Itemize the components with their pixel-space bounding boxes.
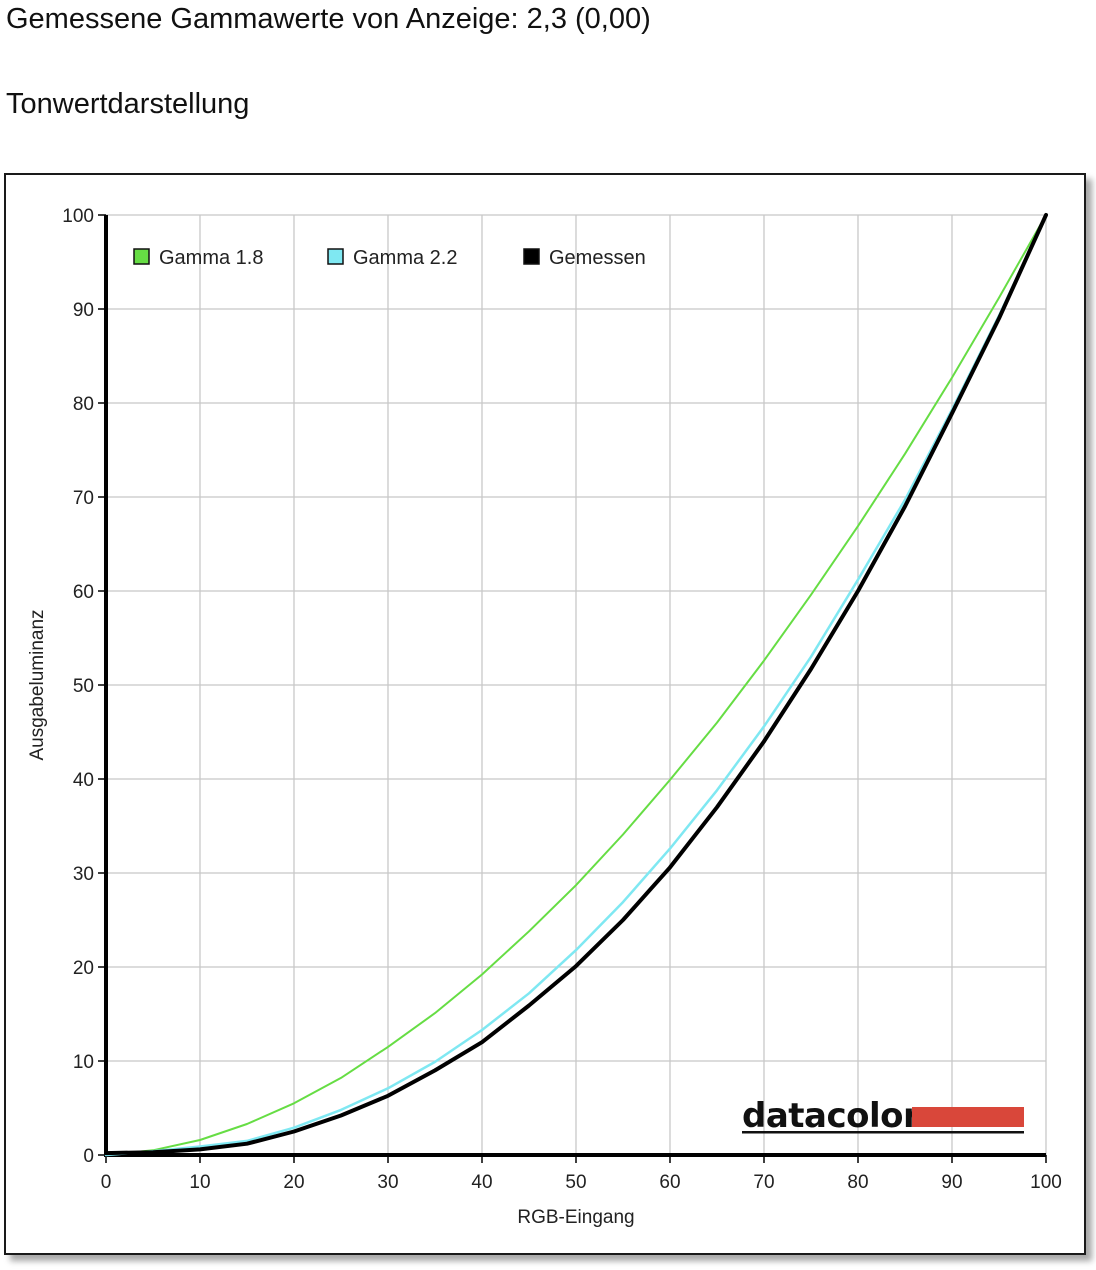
x-tick-label: 60	[659, 1172, 680, 1193]
legend-swatch-gamma-2-2	[327, 248, 344, 265]
grid-lines	[105, 214, 1047, 1156]
x-tick-label: 10	[189, 1172, 210, 1193]
tonal-response-chart: 0 10 20 30 40 50 60 70 80 90 100 0 10 20 30 40 50 60 70 80…	[27, 206, 1062, 1228]
logo-underline	[742, 1131, 1024, 1134]
axes	[98, 214, 1047, 1163]
x-tick-label: 90	[941, 1172, 962, 1193]
legend-label-gamma-2-2: Gamma 2.2	[353, 247, 457, 269]
y-tick-labels: 0 10 20 30 40 50 60 70 80 90 100	[62, 206, 94, 1167]
legend-label-gemessen: Gemessen	[549, 247, 646, 269]
series-line-gamma-2-2	[104, 213, 1048, 1157]
x-tick-labels: 0 10 20 30 40 50 60 70 80 90 100	[101, 1172, 1062, 1193]
x-tick-label: 20	[283, 1172, 304, 1193]
x-tick-label: 40	[471, 1172, 492, 1193]
y-tick-label: 40	[73, 770, 94, 791]
legend-label-gamma-1-8: Gamma 1.8	[159, 247, 263, 269]
x-tick-label: 70	[753, 1172, 774, 1193]
y-tick-label: 10	[73, 1052, 94, 1073]
x-tick-label: 0	[101, 1172, 112, 1193]
section-heading: Tonwertdarstellung	[6, 88, 250, 120]
x-tick-label: 80	[847, 1172, 868, 1193]
chart-panel: 0 10 20 30 40 50 60 70 80 90 100 0 10 20 30 40 50 60 70 80…	[4, 173, 1086, 1255]
x-tick-label: 50	[565, 1172, 586, 1193]
y-tick-label: 90	[73, 300, 94, 321]
y-tick-label: 70	[73, 488, 94, 509]
logo-accent-bar	[912, 1107, 1024, 1127]
legend-swatch-gamma-1-8	[133, 248, 150, 265]
series-lines	[104, 213, 1048, 1157]
y-tick-label: 0	[83, 1146, 94, 1167]
legend-swatch-gemessen	[523, 248, 540, 265]
y-tick-label: 30	[73, 864, 94, 885]
x-tick-label: 30	[377, 1172, 398, 1193]
y-tick-label: 60	[73, 582, 94, 603]
x-axis-label: RGB-Eingang	[517, 1207, 634, 1228]
y-axis-label: Ausgabeluminanz	[27, 609, 48, 760]
y-tick-label: 50	[73, 676, 94, 697]
logo-wordmark: datacolor	[742, 1096, 920, 1136]
x-tick-label: 100	[1030, 1172, 1062, 1193]
page-title: Gemessene Gammawerte von Anzeige: 2,3 (0…	[6, 3, 651, 35]
series-line-gamma-1-8	[105, 214, 1047, 1156]
y-tick-label: 100	[62, 206, 94, 227]
series-line-gemessen	[104, 213, 1048, 1156]
legend: Gamma 1.8 Gamma 2.2 Gemessen	[133, 247, 646, 269]
datacolor-logo: datacolor	[742, 1096, 1024, 1136]
y-tick-label: 20	[73, 958, 94, 979]
y-tick-label: 80	[73, 394, 94, 415]
